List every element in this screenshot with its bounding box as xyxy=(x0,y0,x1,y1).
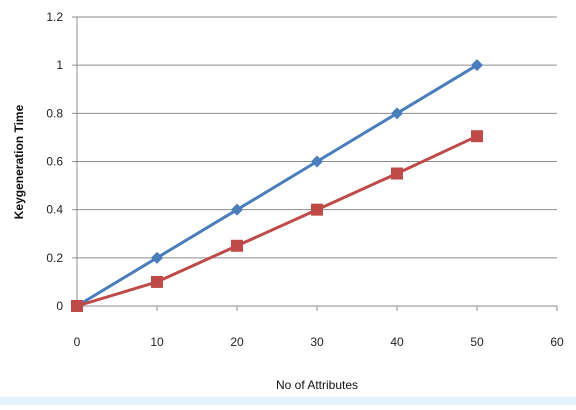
series-2-point xyxy=(151,275,163,288)
y-tick-label: 0.4 xyxy=(46,203,63,217)
series-1-point xyxy=(311,155,323,168)
series-2-point xyxy=(71,300,83,312)
bottom-border-strip xyxy=(0,397,576,405)
series-2-point xyxy=(231,239,243,252)
x-tick-label: 50 xyxy=(470,335,484,349)
y-tick-label: 0.6 xyxy=(46,155,63,169)
x-tick-label: 60 xyxy=(550,335,564,349)
series-1-point xyxy=(391,107,403,120)
series-2-point xyxy=(391,167,403,180)
y-tick-label: 0.2 xyxy=(46,251,63,265)
series-lines xyxy=(76,63,478,308)
x-tick-label: 0 xyxy=(74,335,81,349)
series-markers xyxy=(71,59,483,312)
series-2-point xyxy=(471,130,483,143)
x-tick-label: 20 xyxy=(230,335,244,349)
x-axis-title: No of Attributes xyxy=(276,378,358,392)
y-tick-label: 0.8 xyxy=(46,106,63,120)
x-tick-label: 10 xyxy=(150,335,164,349)
x-tick-label: 30 xyxy=(310,335,324,349)
series-2-point xyxy=(311,203,323,216)
y-tick-label: 1 xyxy=(56,58,63,72)
y-axis-title: Keygeneration Time xyxy=(12,104,26,219)
tick-labels: 0 0.2 0.4 0.6 0.8 1 1.2 0 10 20 30 40 50 60 xyxy=(46,10,564,349)
axes xyxy=(72,16,558,311)
series-1-point xyxy=(231,203,243,216)
x-tick-label: 40 xyxy=(390,335,404,349)
series-1-point xyxy=(151,251,163,264)
y-tick-label: 0 xyxy=(56,299,63,313)
series-1-line xyxy=(76,63,478,308)
series-1-point xyxy=(471,59,483,72)
y-tick-label: 1.2 xyxy=(46,10,63,24)
series-2-line xyxy=(76,134,478,308)
